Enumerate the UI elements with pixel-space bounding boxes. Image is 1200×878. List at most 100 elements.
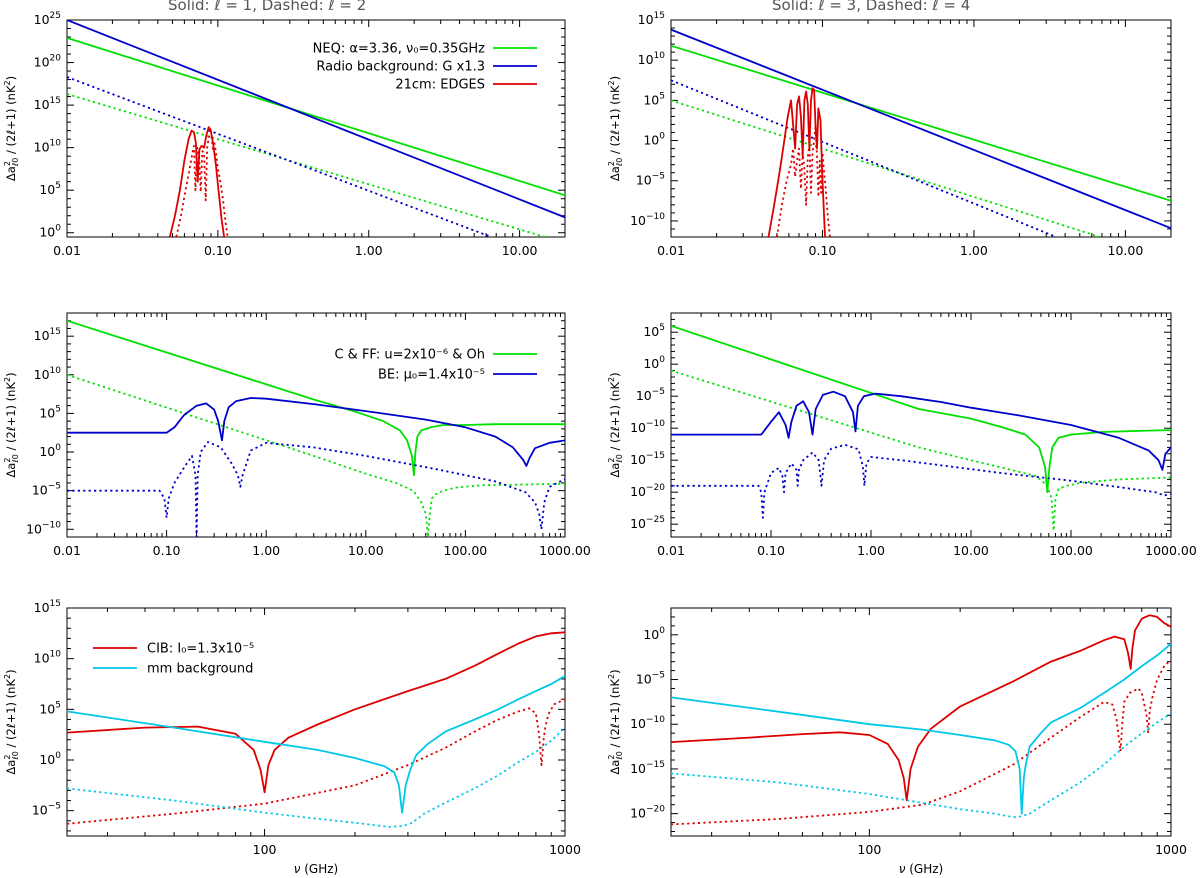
plot-frame <box>670 607 1172 837</box>
y-tick-label: 100 <box>39 751 61 767</box>
y-tick-label: 100 <box>643 132 665 148</box>
y-tick-label: 10−5 <box>32 802 61 818</box>
x-tick-label: 0.10 <box>809 243 837 258</box>
y-tick-label: 105 <box>39 700 61 716</box>
plot-frame <box>670 312 1172 538</box>
series-21cm-l-2 <box>175 133 229 237</box>
x-tick-label: 1.00 <box>857 543 885 558</box>
y-axis-label: Δa2ℓ0 / (2ℓ+1) (nK2) <box>607 669 624 774</box>
y-tick-label: 1010 <box>34 650 62 666</box>
legend-label: C & FF: u=2x10⁻⁶ & Oh <box>334 348 485 363</box>
y-tick-label: 1025 <box>34 11 61 27</box>
y-tick-label: 1015 <box>34 327 61 343</box>
x-tick-label: 100 <box>253 842 277 857</box>
y-tick-label: 1010 <box>638 51 666 67</box>
series-radio-l-2 <box>67 76 492 237</box>
x-tick-label: 100.00 <box>444 543 488 558</box>
x-tick-label: 10.00 <box>348 543 384 558</box>
y-tick-label: 1015 <box>638 11 665 27</box>
legend-entry: BE: μ₀=1.4x10⁻⁵ <box>378 368 537 383</box>
series-cib-l-3 <box>671 614 1171 802</box>
series-c-ff-l-4 <box>671 369 1171 532</box>
y-tick-label: 1015 <box>34 96 61 112</box>
x-tick-label: 1.00 <box>960 243 988 258</box>
series-21cm-l-4 <box>776 125 831 237</box>
x-tick-label: 10.00 <box>953 543 989 558</box>
y-tick-label: 100 <box>643 626 665 642</box>
series-be-l-1 <box>67 397 565 467</box>
series-c-ff-l-2 <box>67 373 565 537</box>
legend-entry: CIB: I₀=1.3x10⁻⁵ <box>93 642 254 657</box>
y-tick-label: 10−5 <box>636 172 665 188</box>
x-tick-label: 1000.00 <box>539 543 591 558</box>
legend-label: CIB: I₀=1.3x10⁻⁵ <box>147 642 254 657</box>
y-tick-label: 1015 <box>34 599 61 615</box>
series-be-l-2 <box>67 441 565 537</box>
series-c-ff-l-1 <box>67 319 565 477</box>
plot-frame <box>66 19 566 238</box>
column-title-right: Solid: ℓ = 3, Dashed: ℓ = 4 <box>772 0 971 14</box>
y-tick-label: 10−10 <box>630 212 665 228</box>
legend-entry: NEQ: α=3.36, ν₀=0.35GHz <box>313 42 537 57</box>
y-tick-label: 10−10 <box>630 715 665 731</box>
y-tick-label: 10−15 <box>630 451 665 467</box>
series-neq-l-2 <box>67 93 549 237</box>
series-cib-l-2 <box>67 698 565 825</box>
x-tick-label: 1000 <box>1155 842 1187 857</box>
x-axis-label: ν (GHz) <box>294 862 339 876</box>
legend-label: 21cm: EDGES <box>395 78 485 93</box>
y-tick-label: 10−10 <box>26 520 61 536</box>
x-tick-label: 1000.00 <box>1145 543 1197 558</box>
x-tick-label: 0.01 <box>53 243 81 258</box>
series-mm-l-4 <box>671 712 1171 819</box>
x-tick-label: 0.01 <box>657 243 685 258</box>
y-axis-label: Δa2ℓ0 / (2ℓ+1) (nK2) <box>3 76 20 181</box>
y-tick-label: 10−10 <box>630 419 665 435</box>
legend-entry: mm background <box>93 662 253 677</box>
series-21cm-l-3 <box>767 87 826 237</box>
legend-entry: C & FF: u=2x10⁻⁶ & Oh <box>334 348 537 363</box>
x-tick-label: 1000 <box>549 842 581 857</box>
series-21cm-l-1 <box>168 126 225 237</box>
series-radio-l-3 <box>671 28 1171 230</box>
y-tick-label: 10−20 <box>630 483 665 499</box>
series-neq-l-3 <box>671 44 1171 202</box>
y-axis-label: Δa2ℓ0 / (2ℓ+1) (nK2) <box>607 372 624 477</box>
series-mm-l-3 <box>671 643 1171 815</box>
y-tick-label: 10−20 <box>630 805 665 821</box>
legend-entry: Radio background: G x1.3 <box>316 60 537 75</box>
column-title-left: Solid: ℓ = 1, Dashed: ℓ = 2 <box>168 0 367 14</box>
legend-label: mm background <box>147 662 253 677</box>
y-tick-label: 10−5 <box>636 387 665 403</box>
y-tick-label: 10−15 <box>630 760 665 776</box>
series-mm-l-2 <box>67 726 565 828</box>
y-axis-label: Δa2ℓ0 / (2ℓ+1) (nK2) <box>3 372 20 477</box>
series-cib-l-4 <box>671 659 1171 826</box>
x-tick-label: 0.01 <box>657 543 685 558</box>
legend-entry: 21cm: EDGES <box>395 78 537 93</box>
x-tick-label: 100.00 <box>1049 543 1093 558</box>
y-tick-label: 10−25 <box>630 515 665 531</box>
x-tick-label: 1.00 <box>252 543 280 558</box>
series-mm-l-1 <box>67 675 565 814</box>
legend-label: NEQ: α=3.36, ν₀=0.35GHz <box>313 42 486 57</box>
y-tick-label: 1010 <box>34 366 62 382</box>
series-c-ff-l-3 <box>671 324 1171 494</box>
plot-frame <box>66 607 566 837</box>
x-tick-label: 1.00 <box>355 243 383 258</box>
y-tick-label: 105 <box>39 404 61 420</box>
x-axis-label: ν (GHz) <box>899 862 944 876</box>
x-tick-label: 0.10 <box>204 243 232 258</box>
y-tick-label: 1020 <box>34 54 62 70</box>
series-radio-l-4 <box>671 79 1057 237</box>
series-neq-l-4 <box>671 99 1101 237</box>
y-tick-label: 10−5 <box>636 671 665 687</box>
series-neq-l-1 <box>67 37 565 197</box>
y-axis-label: Δa2ℓ0 / (2ℓ+1) (nK2) <box>607 76 624 181</box>
y-tick-label: 10−5 <box>32 482 61 498</box>
